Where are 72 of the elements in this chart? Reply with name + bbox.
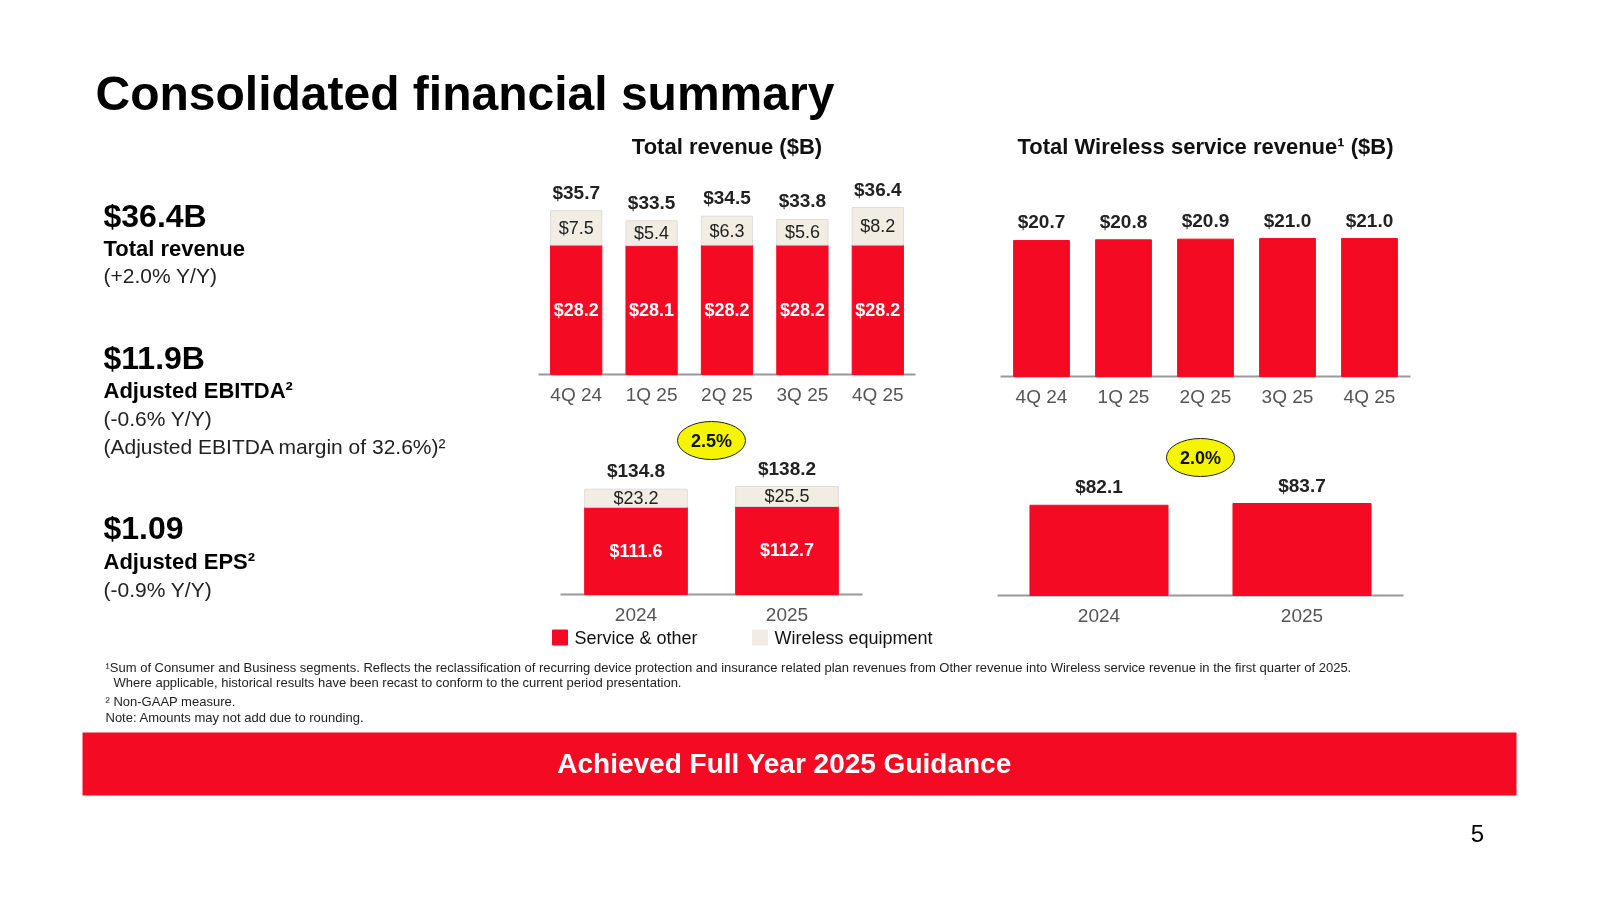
bar (700, 244, 754, 375)
text: (-0.9% Y/Y) (103, 578, 212, 601)
text: $11.9B (103, 339, 205, 376)
data-label: $5.6 (784, 222, 820, 243)
legend-label: Wireless equipment (774, 627, 933, 648)
data-label: $28.2 (553, 299, 599, 320)
x-tick-label: 4Q 24 (1015, 386, 1068, 407)
total-label: $34.5 (703, 187, 752, 209)
x-tick-label: 3Q 25 (776, 384, 829, 405)
chart-title: Total Wireless service revenue¹ ($B) (1017, 134, 1394, 159)
data-label: $111.6 (609, 540, 663, 561)
text: Total revenue (103, 236, 245, 261)
text: Note: Amounts may not add due to rounding. (105, 710, 364, 725)
data-label: $20.9 (1181, 210, 1230, 232)
data-label: $28.2 (704, 299, 750, 320)
data-label: $23.2 (613, 488, 659, 509)
data-label: $20.7 (1017, 211, 1066, 233)
bar (550, 244, 603, 375)
text: $1.09 (103, 509, 184, 546)
total-label: $134.8 (606, 460, 666, 482)
data-label: $83.7 (1278, 474, 1326, 496)
data-label: $21.0 (1263, 209, 1312, 231)
x-tick-label: 2024 (1077, 605, 1121, 626)
text: (-0.6% Y/Y) (103, 407, 212, 430)
x-tick-label: 1Q 25 (625, 384, 678, 405)
data-label: $25.5 (764, 486, 810, 507)
text: Consolidated financial summary (95, 67, 835, 120)
total-label: $35.7 (552, 181, 600, 203)
data-label: $7.5 (558, 217, 594, 238)
x-tick-label: 4Q 25 (1343, 386, 1396, 407)
bar (735, 505, 839, 595)
x-tick-label: 2025 (765, 604, 809, 625)
data-label: $6.3 (709, 220, 745, 241)
data-label: $20.8 (1099, 210, 1148, 232)
bar (851, 244, 904, 375)
text: 2.5% (690, 430, 733, 451)
x-tick-label: 2024 (614, 604, 658, 625)
text: 2.0% (1179, 447, 1222, 468)
data-label: $28.2 (779, 299, 825, 320)
legend-label: Service & other (574, 627, 698, 648)
text: (+2.0% Y/Y) (103, 264, 217, 287)
x-tick-label: 4Q 24 (550, 384, 603, 405)
data-label: $8.2 (860, 216, 896, 237)
text: ² Non-GAAP measure. (105, 694, 236, 709)
bar (625, 245, 678, 375)
x-tick-label: 2Q 25 (1179, 386, 1232, 407)
text: Where applicable, historical results have been recast to conform to the current period presentation. (113, 675, 682, 690)
bar (584, 506, 688, 595)
text: Adjusted EPS² (103, 549, 256, 574)
total-label: $138.2 (757, 457, 817, 479)
text: ¹Sum of Consumer and Business segments. Reflects the reclassification of recurring device protection and insurance related plan revenues from Other revenue into Wireless service revenue in the first quarter of 2025. (105, 660, 1352, 675)
text: Adjusted EBITDA² (103, 378, 293, 403)
total-label: $36.4 (854, 178, 903, 200)
x-tick-label: 1Q 25 (1097, 386, 1150, 407)
text: $36.4B (103, 197, 207, 234)
total-label: $33.5 (627, 191, 676, 213)
x-tick-label: 2025 (1280, 605, 1324, 626)
text: (Adjusted EBITDA margin of 32.6%)² (103, 435, 446, 458)
data-label: $112.7 (759, 540, 815, 561)
data-label: $5.4 (634, 223, 670, 244)
text: Achieved Full Year 2025 Guidance (557, 748, 1012, 779)
data-label: $82.1 (1075, 476, 1124, 498)
total-label: $33.8 (778, 190, 827, 212)
x-tick-label: 3Q 25 (1261, 386, 1314, 407)
data-label: $21.0 (1345, 209, 1394, 231)
text: 5 (1470, 820, 1485, 847)
data-label: $28.2 (855, 299, 901, 320)
data-label: $28.1 (629, 300, 675, 321)
chart-title: Total revenue ($B) (631, 134, 823, 159)
x-tick-label: 4Q 25 (851, 384, 904, 405)
x-tick-label: 2Q 25 (701, 384, 753, 405)
bar (776, 244, 829, 375)
